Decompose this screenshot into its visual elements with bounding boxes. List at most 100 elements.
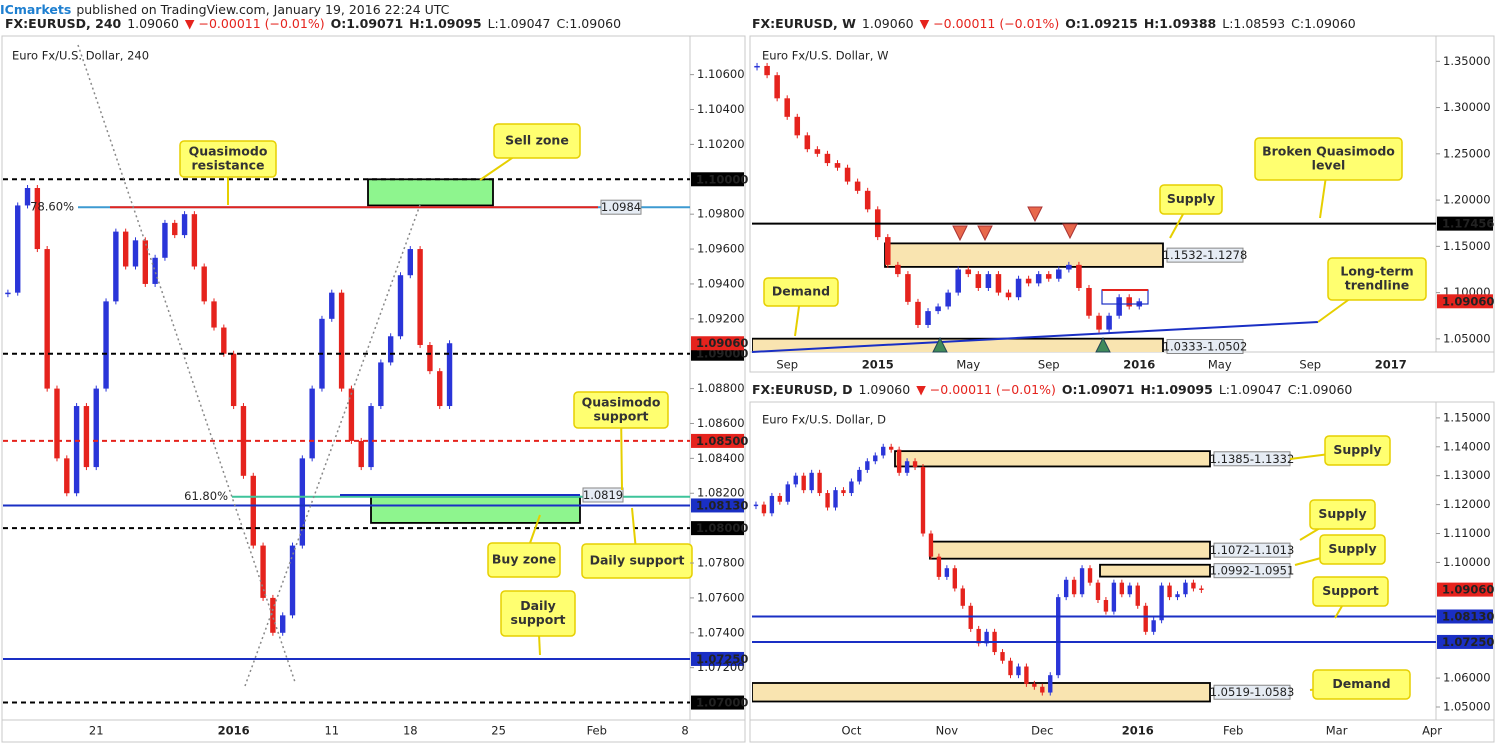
fib-line [244, 204, 421, 687]
header-last: 1.09060 [859, 382, 911, 397]
candle [865, 461, 870, 470]
candle [1076, 264, 1082, 288]
candle [985, 274, 992, 288]
candle [54, 388, 60, 459]
x-tick-label: Mar [1326, 724, 1348, 738]
level-text: 61.80% [184, 489, 228, 503]
candle [113, 231, 119, 302]
y-tick-label: 1.10600 [697, 67, 745, 81]
drawings [77, 44, 1319, 687]
chart-header: FX:EURUSD, W 1.09060 ▼ −0.00011 (−0.01%) O:… [752, 16, 1356, 31]
candle [24, 188, 31, 206]
candle [1016, 666, 1021, 676]
callout-text: Supply [1167, 191, 1215, 206]
candle [1111, 582, 1117, 612]
candle [250, 475, 256, 546]
axis-tag-label: 1.08130 [1442, 609, 1494, 623]
candle [1126, 297, 1132, 307]
callout-box [500, 590, 576, 637]
candle [1071, 579, 1077, 595]
candle [1087, 568, 1093, 583]
header-change: ▼ −0.00011 (−0.01%) [916, 382, 1056, 397]
panel-frame [749, 401, 1495, 743]
header-last: 1.09060 [862, 16, 914, 31]
candle [774, 75, 780, 99]
header-close: C:1.09060 [556, 16, 621, 31]
candle [260, 545, 266, 598]
candle [142, 240, 149, 284]
y-tick-label: 1.10400 [697, 102, 745, 116]
y-tick-label: 1.25000 [1443, 146, 1491, 160]
candle [753, 504, 759, 507]
arrow-down [977, 225, 993, 242]
axis-tag-label: 1.08000 [696, 521, 748, 535]
callout-box [1312, 669, 1411, 700]
axis-tag [691, 695, 744, 710]
candle [397, 275, 404, 337]
candle [191, 214, 198, 267]
axis-tag-label: 1.17456 [1442, 217, 1494, 231]
candle [1035, 274, 1042, 284]
y-tick-label: 1.09600 [697, 242, 745, 256]
header-close: C:1.09060 [1288, 382, 1353, 397]
plots [3, 62, 1436, 704]
header-last: 1.09060 [127, 16, 179, 31]
candle [976, 628, 981, 644]
y-tick-label: 1.08800 [697, 381, 745, 395]
candle [221, 327, 227, 354]
candle [201, 266, 207, 302]
candle [952, 568, 958, 589]
header-close: C:1.09060 [1291, 16, 1356, 31]
plot-area [5, 178, 581, 636]
axis-tag [1437, 634, 1493, 649]
price-tag-label: 1.09060 [1442, 583, 1494, 597]
y-tick-label: 1.12000 [1443, 497, 1491, 511]
y-tick-label: 1.07200 [697, 660, 745, 674]
candle [378, 362, 384, 407]
candle [1032, 683, 1037, 687]
level-tag: 1.0984 [601, 200, 641, 214]
zone-tag: 1.0992-1.0951 [1210, 564, 1295, 578]
candle [854, 181, 861, 191]
chart-subtitle: Euro Fx/U.S. Dollar, 240 [12, 49, 149, 63]
candle [132, 240, 139, 267]
y-tick-label: 1.15000 [1443, 410, 1491, 424]
candle [764, 65, 770, 76]
candle [368, 406, 374, 468]
y-tick-label: 1.07800 [697, 556, 745, 570]
y-tick-label: 1.09200 [697, 311, 745, 325]
header-change: ▼ −0.00011 (−0.01%) [920, 16, 1060, 31]
callout-box [581, 543, 693, 579]
candle [1086, 287, 1092, 316]
candle [824, 153, 831, 164]
zone [752, 682, 1211, 703]
candle [841, 490, 846, 494]
callout-box [1159, 184, 1223, 215]
y-tick-label: 1.08600 [697, 416, 745, 430]
candle [417, 249, 423, 345]
callout-text: Supply [1318, 506, 1366, 521]
y-tick-label: 1.10000 [1443, 555, 1491, 569]
candle [5, 292, 11, 295]
candle [34, 188, 41, 250]
candle [896, 449, 902, 473]
candle [888, 446, 894, 450]
x-tick-label: Sep [1299, 358, 1321, 372]
candle [975, 274, 982, 288]
y-tick-label: 1.09800 [697, 207, 745, 221]
callout-text: Support [1322, 583, 1379, 598]
x-tick-label: 11 [324, 724, 339, 738]
zone-tag: 1.0519-1.0583 [1210, 685, 1295, 699]
y-tick-label: 1.05000 [1443, 331, 1491, 345]
x-tick-label: 2015 [862, 358, 894, 372]
header-open: O:1.09071 [1062, 382, 1135, 397]
y-tick-label: 1.14000 [1443, 439, 1491, 453]
y-tick-label: 1.08200 [697, 486, 745, 500]
level-tag-box [582, 487, 624, 503]
y-tick-label: 1.06000 [1443, 671, 1491, 685]
candle [928, 533, 934, 557]
arrow-down [952, 225, 968, 242]
candle [777, 495, 783, 502]
